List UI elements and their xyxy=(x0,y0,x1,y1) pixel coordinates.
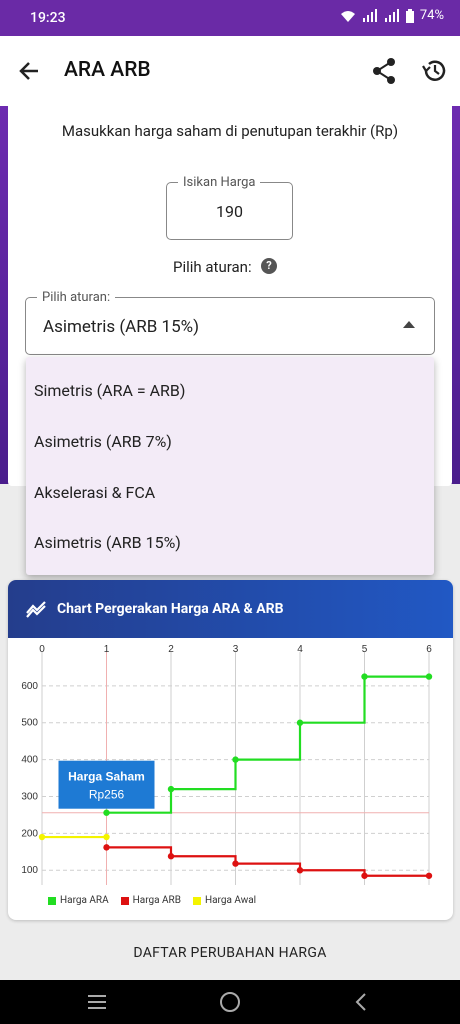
signal-icon xyxy=(362,8,377,22)
y-tick-label: 300 xyxy=(21,791,38,802)
data-point xyxy=(232,860,239,867)
data-point xyxy=(103,809,110,816)
home-icon[interactable] xyxy=(220,992,240,1012)
chart-legend: Harga ARA Harga ARB Harga Awal xyxy=(48,895,256,906)
y-tick-label: 100 xyxy=(21,865,38,876)
data-point xyxy=(232,756,239,763)
data-point xyxy=(296,719,304,726)
rule-select[interactable] xyxy=(25,297,435,355)
app-bar: ARA ARB xyxy=(0,36,460,106)
data-point xyxy=(167,785,175,793)
dropdown-option[interactable]: Akselerasi & FCA xyxy=(34,483,156,502)
legend-swatch xyxy=(120,896,129,905)
data-point xyxy=(167,853,175,860)
nav-back-icon[interactable] xyxy=(354,992,368,1012)
y-tick-label: 500 xyxy=(21,718,38,729)
legend-item: Harga Awal xyxy=(192,895,257,906)
chart-card: Chart Pergerakan Harga ARA & ARB 0 1 2 3 4 5 6… xyxy=(8,580,453,920)
legend-label: Harga Awal xyxy=(204,895,257,906)
x-tick-label: 5 xyxy=(362,644,368,655)
x-tick-label: 4 xyxy=(297,644,303,655)
status-icons: 74% xyxy=(340,8,444,23)
wifi-icon xyxy=(340,10,355,22)
series-line-1 xyxy=(106,846,429,877)
price-chart[interactable]: 0 1 2 3 4 5 6 100 200 300 400 500 600 Harga Saham Rp25… xyxy=(8,580,453,920)
data-point xyxy=(425,673,433,680)
x-tick-label: 1 xyxy=(104,644,110,655)
help-icon[interactable]: ? xyxy=(261,258,277,274)
tooltip-box xyxy=(58,760,155,809)
page-title: ARA ARB xyxy=(64,58,151,82)
status-time: 19:23 xyxy=(30,10,66,26)
system-nav-bar xyxy=(0,980,460,1024)
x-tick-label: 6 xyxy=(426,644,432,655)
price-input-label: Isikan Harga xyxy=(178,175,261,190)
dropdown-option[interactable]: Simetris (ARA = ARB) xyxy=(34,381,186,400)
y-tick-label: 200 xyxy=(21,828,38,839)
y-tick-label: 400 xyxy=(21,755,38,766)
x-tick-label: 2 xyxy=(168,644,174,655)
legend-item: Harga ARB xyxy=(120,895,181,906)
tooltip-value: Rp256 xyxy=(89,788,125,802)
x-tick-label: 3 xyxy=(233,644,239,655)
back-arrow-icon[interactable] xyxy=(14,56,44,86)
legend-label: Harga ARB xyxy=(132,895,181,906)
data-point xyxy=(38,833,46,841)
x-tick-label: 0 xyxy=(39,644,45,655)
dropdown-option[interactable]: Asimetris (ARB 7%) xyxy=(34,432,172,451)
price-list-button[interactable]: DAFTAR PERUBAHAN HARGA xyxy=(133,945,327,961)
data-point xyxy=(103,833,110,841)
share-icon[interactable] xyxy=(370,56,398,86)
data-point xyxy=(296,867,304,874)
legend-swatch xyxy=(48,896,56,905)
tooltip-title: Harga Saham xyxy=(68,770,145,784)
recent-apps-icon[interactable] xyxy=(88,994,106,1010)
data-point xyxy=(361,872,368,879)
rule-label: Pilih aturan: xyxy=(173,258,252,276)
y-tick-label: 600 xyxy=(21,681,38,692)
series-line-0 xyxy=(106,675,429,814)
history-icon[interactable] xyxy=(420,56,450,86)
data-point xyxy=(361,673,368,680)
instruction-text: Masukkan harga saham di penutupan terakh… xyxy=(61,122,399,140)
status-bar: 19:23 74% xyxy=(0,0,460,36)
price-input-value[interactable]: 190 xyxy=(216,202,243,221)
rule-select-label: Pilih aturan: xyxy=(37,290,116,305)
legend-item: Harga ARA xyxy=(48,895,109,906)
legend-swatch xyxy=(192,896,201,905)
trend-chart-icon xyxy=(26,601,46,618)
dropdown-arrow-icon[interactable] xyxy=(403,321,415,328)
battery-level: 74% xyxy=(419,8,444,23)
data-point xyxy=(425,872,433,879)
chart-title: Chart Pergerakan Harga ARA & ARB xyxy=(57,601,284,617)
dropdown-option[interactable]: Asimetris (ARB 15%) xyxy=(34,533,181,552)
signal-icon-2 xyxy=(384,8,399,22)
chart-header: Chart Pergerakan Harga ARA & ARB xyxy=(8,580,453,638)
rule-dropdown-menu: Simetris (ARA = ARB) Asimetris (ARB 7%) … xyxy=(26,357,434,575)
data-point xyxy=(103,844,110,851)
legend-label: Harga ARA xyxy=(60,895,109,906)
battery-icon xyxy=(405,8,414,23)
rule-select-value[interactable]: Asimetris (ARB 15%) xyxy=(43,317,200,337)
